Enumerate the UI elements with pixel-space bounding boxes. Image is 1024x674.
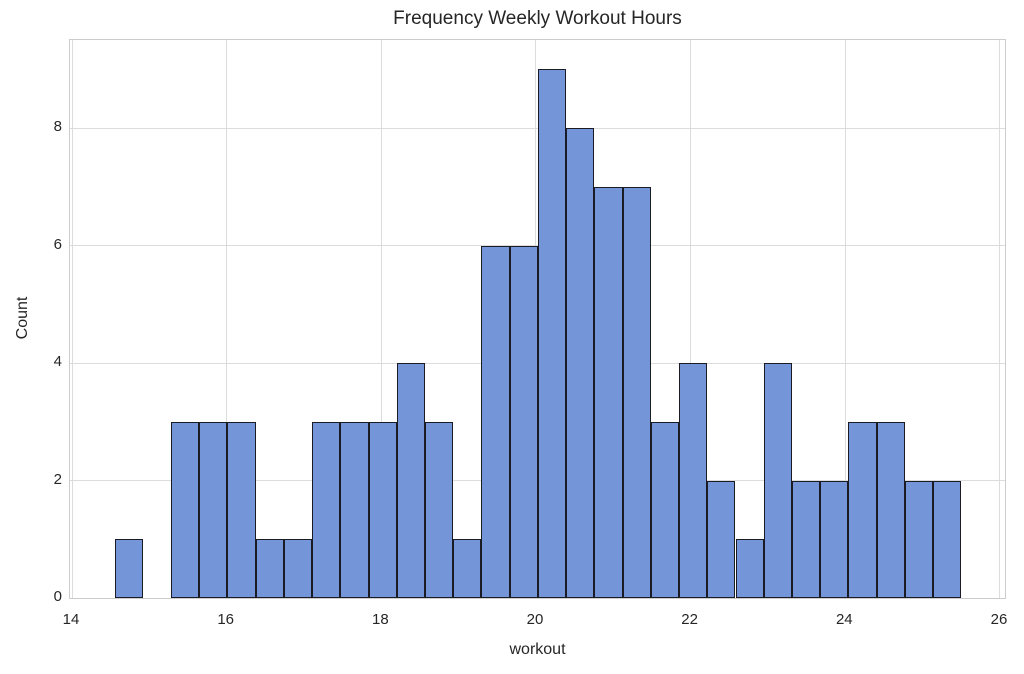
x-tick-label: 16 xyxy=(217,611,234,628)
histogram-bar xyxy=(396,363,426,598)
histogram-bar xyxy=(453,539,482,598)
histogram-bar xyxy=(425,421,454,598)
histogram-bar xyxy=(199,421,228,598)
histogram-bar xyxy=(114,539,143,598)
histogram-bar xyxy=(679,363,708,598)
histogram-bar xyxy=(622,186,651,598)
histogram-bar xyxy=(509,245,538,598)
histogram-bar xyxy=(227,421,256,598)
x-tick-label: 26 xyxy=(990,611,1008,628)
histogram-bar xyxy=(255,539,284,598)
x-gridline xyxy=(71,40,73,598)
y-axis-label: Count xyxy=(14,296,31,340)
x-gridline xyxy=(380,40,382,598)
x-tick-label: 14 xyxy=(62,611,80,628)
histogram-bar xyxy=(340,421,369,598)
histogram-bar xyxy=(312,421,341,598)
chart-title: Frequency Weekly Workout Hours xyxy=(393,8,682,29)
x-gridline xyxy=(844,40,846,598)
histogram-bar xyxy=(904,480,934,598)
y-gridline xyxy=(70,245,1005,247)
x-axis-label: workout xyxy=(509,641,566,658)
histogram-bar xyxy=(763,363,792,598)
histogram-bar xyxy=(650,421,680,598)
histogram-bar xyxy=(566,128,595,598)
histogram-bar xyxy=(170,421,200,598)
histogram-bar xyxy=(820,480,849,598)
y-tick-label: 0 xyxy=(53,588,62,605)
x-tick-label: 20 xyxy=(526,611,544,628)
x-tick-label: 24 xyxy=(835,611,853,628)
y-tick-label: 4 xyxy=(53,353,62,371)
histogram-bar xyxy=(707,480,736,598)
y-tick-label: 2 xyxy=(53,470,62,488)
histogram-bar xyxy=(537,69,567,598)
histogram-bar xyxy=(791,480,821,598)
x-tick-label: 18 xyxy=(371,611,389,628)
y-tick-label: 6 xyxy=(53,235,62,253)
histogram-bar xyxy=(368,421,397,598)
histogram-bar xyxy=(283,539,313,598)
histogram-bar xyxy=(594,186,623,598)
histogram-bar xyxy=(933,480,962,598)
histogram-bar xyxy=(735,539,764,598)
plot-area xyxy=(69,39,1006,599)
histogram-bar xyxy=(481,245,510,598)
y-tick-label: 8 xyxy=(53,118,62,136)
y-gridline xyxy=(70,127,1005,129)
histogram-bar xyxy=(848,421,877,598)
bars-layer xyxy=(70,40,1005,598)
x-gridline xyxy=(226,40,228,598)
x-gridline xyxy=(999,40,1001,598)
x-gridline xyxy=(690,40,692,598)
histogram-bar xyxy=(876,421,905,598)
x-tick-label: 22 xyxy=(681,611,698,628)
